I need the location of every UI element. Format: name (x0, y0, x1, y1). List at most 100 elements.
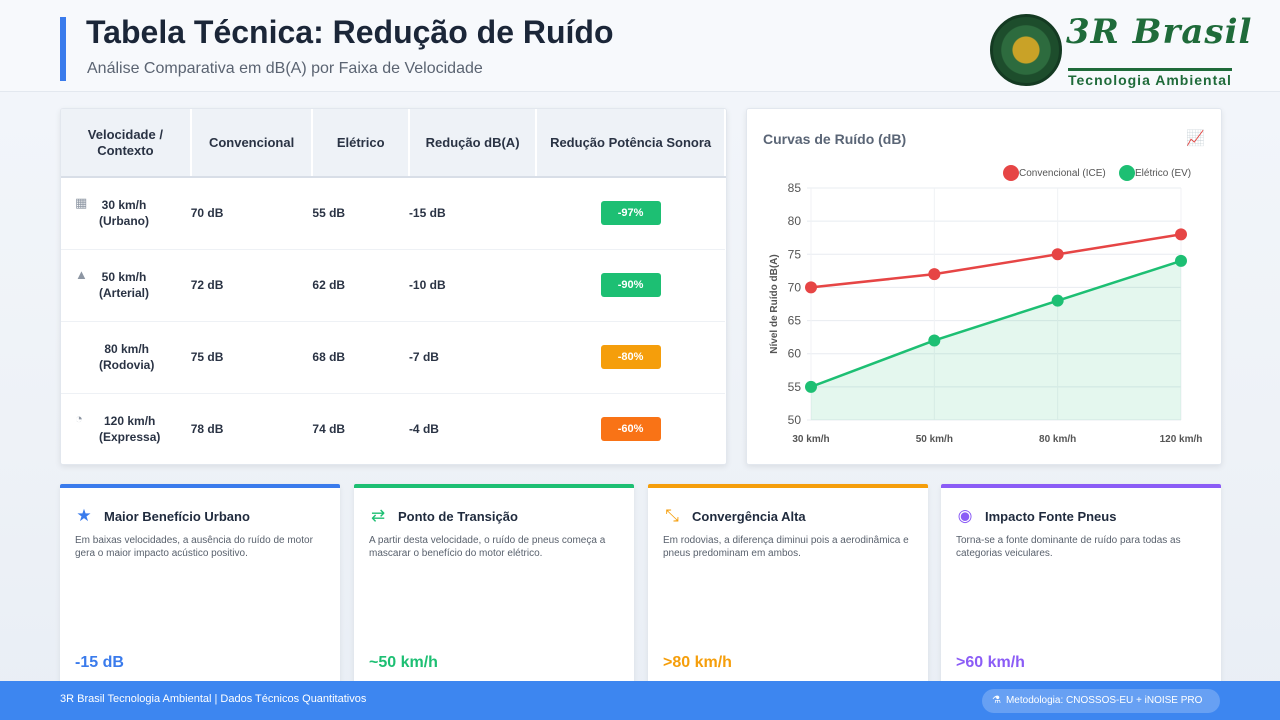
series-line (810, 233, 1182, 289)
context-cell: ▦ 30 km/h (Urbano) (61, 177, 191, 250)
power-reduction-badge: -80% (600, 345, 661, 369)
card-title: Impacto Fonte Pneus (985, 508, 1117, 524)
data-point (805, 380, 817, 393)
road-icon: ▲ (75, 267, 88, 282)
data-point (928, 268, 941, 281)
compress-icon: ⤡ (665, 506, 679, 525)
data-point (1051, 248, 1064, 261)
building-icon: ▦ (75, 195, 88, 211)
legend-marker (1003, 165, 1019, 181)
card-description: A partir desta velocidade, o ruído de pn… (369, 535, 606, 559)
x-tick-label: 120 km/h (1160, 434, 1203, 445)
context-label: (Rodovia) (99, 358, 155, 372)
speed-label: 80 km/h (104, 342, 150, 356)
legend-label: Convencional (ICE) (1019, 168, 1106, 179)
title-accent-bar (60, 17, 66, 81)
power-reduction-badge: -90% (600, 273, 661, 297)
y-axis-label: Nível de Ruído dB(A) (769, 254, 780, 353)
tire-icon: ◉ (957, 506, 973, 525)
context-cell: ▲ 50 km/h (Arterial) (61, 249, 191, 322)
card-metric: >60 km/h (956, 654, 1025, 671)
x-tick-label: 30 km/h (792, 434, 829, 445)
insight-card: ⤡ Convergência Alta Em rodovias, a difer… (648, 484, 928, 684)
electric-value: 74 dB (312, 393, 409, 464)
card-title: Maior Benefício Urbano (104, 508, 250, 524)
noise-chart-panel: Curvas de Ruído (dB) 📈 50 55 60 65 70 75 80 85 3… (746, 108, 1222, 465)
conventional-value: 72 dB (190, 249, 313, 322)
card-description: Em rodovias, a diferença diminui pois a … (663, 535, 909, 559)
card-title: Convergência Alta (692, 508, 806, 524)
y-tick-label: 60 (788, 347, 802, 361)
page-header: Tabela Técnica: Redução de Ruído Análise… (0, 0, 1280, 92)
noise-line-chart: 50 55 60 65 70 75 80 85 30 km/h 50 km/h 80 km/h 120… (769, 165, 1203, 445)
noise-table-panel: Velocidade / Contexto Convencional Elétr… (60, 108, 727, 465)
y-tick-label: 50 (788, 413, 802, 427)
table-row: ▲ 50 km/h (Arterial) 72 dB 62 dB -10 dB … (61, 249, 725, 322)
page-footer: 3R Brasil Tecnologia Ambiental | Dados T… (0, 681, 1280, 720)
company-logo: 3R Brasil Tecnologia Ambiental (990, 12, 1260, 88)
logo-brand-name: 3R Brasil (1066, 12, 1253, 52)
table-row: ◔ 120 km/h (Expressa) 78 dB 74 dB -4 dB … (61, 393, 725, 464)
electric-value: 55 dB (312, 177, 409, 250)
data-point (1175, 228, 1187, 241)
y-tick-label: 85 (788, 181, 802, 195)
conventional-value: 78 dB (190, 393, 313, 464)
gauge-icon: ◔ (75, 411, 83, 426)
insight-card: ◉ Impacto Fonte Pneus Torna-se a fonte d… (941, 484, 1221, 684)
noise-table: Velocidade / Contexto Convencional Elétr… (61, 109, 726, 464)
y-tick-label: 70 (788, 280, 802, 294)
speed-label: 30 km/h (101, 198, 147, 213)
methodology-pill: ⚗ Metodologia: CNOSSOS-EU + iNOISE PRO (982, 689, 1220, 713)
legend-marker (1119, 165, 1135, 181)
data-point (928, 334, 941, 347)
column-header: Redução Potência Sonora (536, 109, 726, 178)
insight-card: ★ Maior Benefício Urbano Em baixas veloc… (60, 484, 340, 684)
legend-label: Elétrico (EV) (1135, 168, 1191, 179)
context-cell: ◔ 120 km/h (Expressa) (61, 393, 191, 464)
column-header: Elétrico (312, 109, 410, 178)
methodology-text: Metodologia: CNOSSOS-EU + iNOISE PRO (1005, 695, 1203, 706)
table-row: ▦ 30 km/h (Urbano) 70 dB 55 dB -15 dB -9… (61, 177, 725, 250)
speed-label: 50 km/h (101, 270, 147, 284)
reduction-db-value: -7 dB (408, 321, 537, 394)
card-description: Em baixas velocidades, a ausência do ruí… (75, 535, 313, 559)
column-header: Velocidade / Contexto (61, 109, 192, 178)
x-tick-label: 50 km/h (916, 434, 953, 445)
page-subtitle: Análise Comparativa em dB(A) por Faixa d… (87, 60, 483, 77)
card-description: Torna-se a fonte dominante de ruído para… (956, 535, 1181, 559)
data-point (805, 281, 817, 294)
context-cell: 80 km/h (Rodovia) (61, 321, 191, 394)
swap-arrows-icon: ⇄ (370, 506, 386, 525)
power-reduction-badge: -97% (600, 201, 661, 226)
table-row: 80 km/h (Rodovia) 75 dB 68 dB -7 dB -80% (61, 321, 725, 394)
y-tick-label: 80 (788, 214, 802, 228)
table-header-row: Velocidade / Contexto Convencional Elétr… (61, 109, 726, 178)
electric-value: 68 dB (312, 321, 409, 394)
electric-value: 62 dB (312, 249, 409, 322)
insight-card: ⇄ Ponto de Transição A partir desta velo… (354, 484, 634, 684)
footer-text: 3R Brasil Tecnologia Ambiental | Dados T… (60, 693, 367, 705)
column-header: Convencional (190, 109, 314, 178)
flask-icon: ⚗ (992, 695, 1001, 706)
power-reduction-badge: -60% (600, 417, 661, 441)
speed-label: 120 km/h (104, 414, 156, 428)
star-icon: ★ (76, 506, 92, 525)
y-tick-label: 75 (788, 247, 802, 261)
series-line (810, 259, 1182, 389)
line-chart-icon[interactable]: 📈 (1186, 130, 1205, 147)
column-header: Redução dB(A) (408, 109, 538, 178)
context-label: (Expressa) (99, 430, 161, 444)
reduction-db-value: -15 dB (408, 177, 537, 250)
logo-tagline: Tecnologia Ambiental (1068, 68, 1232, 88)
y-tick-label: 55 (788, 380, 802, 394)
series-area (811, 260, 1181, 420)
card-metric: >80 km/h (663, 654, 732, 671)
context-label: (Arterial) (99, 286, 150, 300)
card-title: Ponto de Transição (398, 508, 518, 524)
conventional-value: 75 dB (190, 321, 313, 394)
chart-title: Curvas de Ruído (dB) (763, 131, 907, 147)
card-metric: ~50 km/h (369, 654, 438, 671)
x-tick-label: 80 km/h (1039, 434, 1076, 445)
reduction-db-value: -10 dB (408, 249, 537, 322)
logo-emblem-icon (990, 14, 1062, 86)
